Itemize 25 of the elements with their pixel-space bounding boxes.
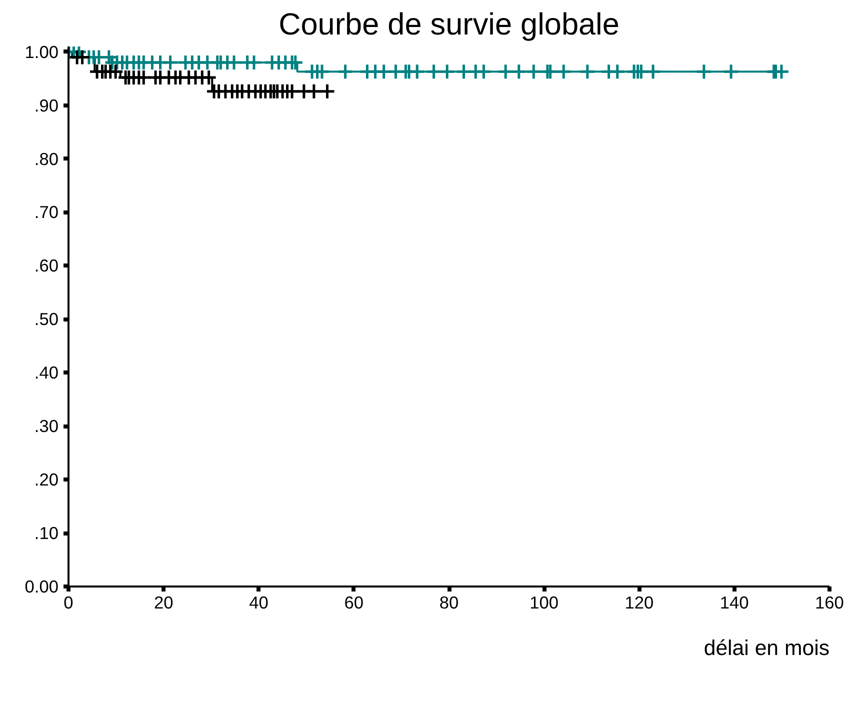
y-tick-label: 0.00 xyxy=(24,576,59,596)
y-tick-label: .60 xyxy=(34,256,59,276)
y-tick-label: .70 xyxy=(34,202,59,222)
y-tick-label: .20 xyxy=(34,470,59,490)
point xyxy=(306,83,322,100)
x-tick-label: 140 xyxy=(720,592,749,612)
y-tick-label: .40 xyxy=(34,362,59,383)
x-tick-label: 160 xyxy=(815,592,844,612)
x-axis-title: délai en mois xyxy=(704,636,830,660)
x-tick-label: 0 xyxy=(64,592,74,612)
x-tick-label: 100 xyxy=(530,592,559,612)
point xyxy=(107,63,124,80)
x-tick-label: 20 xyxy=(154,592,174,612)
y-tick-label: .30 xyxy=(34,416,59,436)
y-tick-label: 1.00 xyxy=(24,42,59,62)
point xyxy=(318,83,336,100)
x-tick-label: 40 xyxy=(249,592,268,612)
x-tick-label: 80 xyxy=(439,592,459,612)
y-tick-label: .10 xyxy=(34,523,59,544)
y-tick-label: .80 xyxy=(34,148,59,169)
x-tick-label: 60 xyxy=(344,592,364,612)
y-tick-label: .90 xyxy=(34,95,59,116)
chart-title: Courbe de survie globale xyxy=(278,8,620,42)
x-tick-label: 120 xyxy=(624,592,654,612)
y-tick-label: .50 xyxy=(34,309,59,330)
